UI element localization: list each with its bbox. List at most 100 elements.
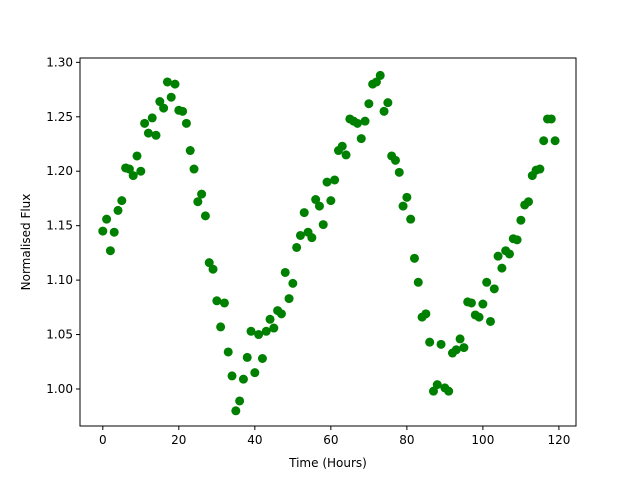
x-tick-label: 120 (547, 433, 570, 447)
point (231, 406, 241, 416)
point (322, 177, 332, 187)
y-axis-label: Normalised Flux (19, 194, 33, 291)
point (212, 296, 222, 306)
point (284, 294, 294, 304)
point (223, 347, 233, 357)
point (546, 114, 556, 124)
point (124, 164, 134, 174)
point (444, 386, 454, 396)
y-tick-label: 1.25 (46, 110, 73, 124)
y-tick-label: 1.15 (46, 219, 73, 233)
point (109, 227, 119, 237)
point (128, 171, 138, 181)
point (261, 326, 271, 336)
point (390, 155, 400, 165)
point (459, 343, 469, 353)
x-tick-label: 40 (247, 433, 262, 447)
y-tick-label: 1.30 (46, 55, 73, 69)
point (516, 215, 526, 225)
point (497, 263, 507, 273)
point (379, 106, 389, 116)
point (147, 113, 157, 123)
point (330, 175, 340, 185)
point (421, 309, 431, 319)
point (535, 164, 545, 174)
point (539, 136, 549, 146)
point (254, 330, 264, 340)
y-tick-label: 1.05 (46, 328, 73, 342)
point (523, 197, 533, 207)
point (242, 352, 252, 362)
point (482, 277, 492, 287)
point (151, 130, 161, 140)
point (204, 258, 214, 268)
point (451, 345, 461, 355)
point (360, 116, 370, 126)
plot-frame (79, 57, 577, 427)
point (269, 323, 279, 333)
point (208, 264, 218, 274)
x-tick-label: 80 (399, 433, 414, 447)
point (276, 309, 286, 319)
point (383, 98, 393, 108)
point (371, 77, 381, 87)
point (375, 70, 385, 80)
y-tick-label: 1.00 (46, 382, 73, 396)
point (162, 77, 172, 87)
point (227, 371, 237, 381)
point (409, 253, 419, 263)
x-tick-label: 0 (99, 433, 107, 447)
point (406, 214, 416, 224)
point (193, 197, 203, 207)
point (238, 374, 248, 384)
point (428, 386, 438, 396)
point (318, 220, 328, 230)
point (425, 337, 435, 347)
point (181, 118, 191, 128)
point (398, 201, 408, 211)
point (105, 246, 115, 256)
point (413, 277, 423, 287)
point (216, 322, 226, 332)
x-tick-label: 60 (323, 433, 338, 447)
point (299, 208, 309, 218)
point (200, 211, 210, 221)
point (280, 267, 290, 277)
point (288, 278, 298, 288)
point (132, 151, 142, 161)
y-tick-label: 1.20 (46, 164, 73, 178)
point (394, 167, 404, 177)
point (474, 312, 484, 322)
point (219, 298, 229, 308)
point (455, 334, 465, 344)
point (140, 118, 150, 128)
x-axis-label: Time (Hours) (288, 456, 367, 470)
point (512, 235, 522, 245)
point (155, 97, 165, 107)
point (550, 136, 560, 146)
point (113, 205, 123, 215)
point (356, 134, 366, 144)
point (402, 192, 412, 202)
point (493, 251, 503, 261)
point (265, 314, 275, 324)
point (250, 368, 260, 378)
point (166, 92, 176, 102)
x-tick-label: 100 (471, 433, 494, 447)
point (466, 298, 476, 308)
point (478, 299, 488, 309)
point (352, 118, 362, 128)
x-tick-label: 20 (171, 433, 186, 447)
point (504, 249, 514, 259)
point (117, 196, 127, 206)
point (235, 396, 245, 406)
point (307, 233, 317, 243)
point (143, 128, 153, 138)
point (311, 195, 321, 205)
point (159, 103, 169, 113)
point (246, 326, 256, 336)
point (98, 226, 108, 236)
point (189, 164, 199, 174)
point (432, 380, 442, 390)
